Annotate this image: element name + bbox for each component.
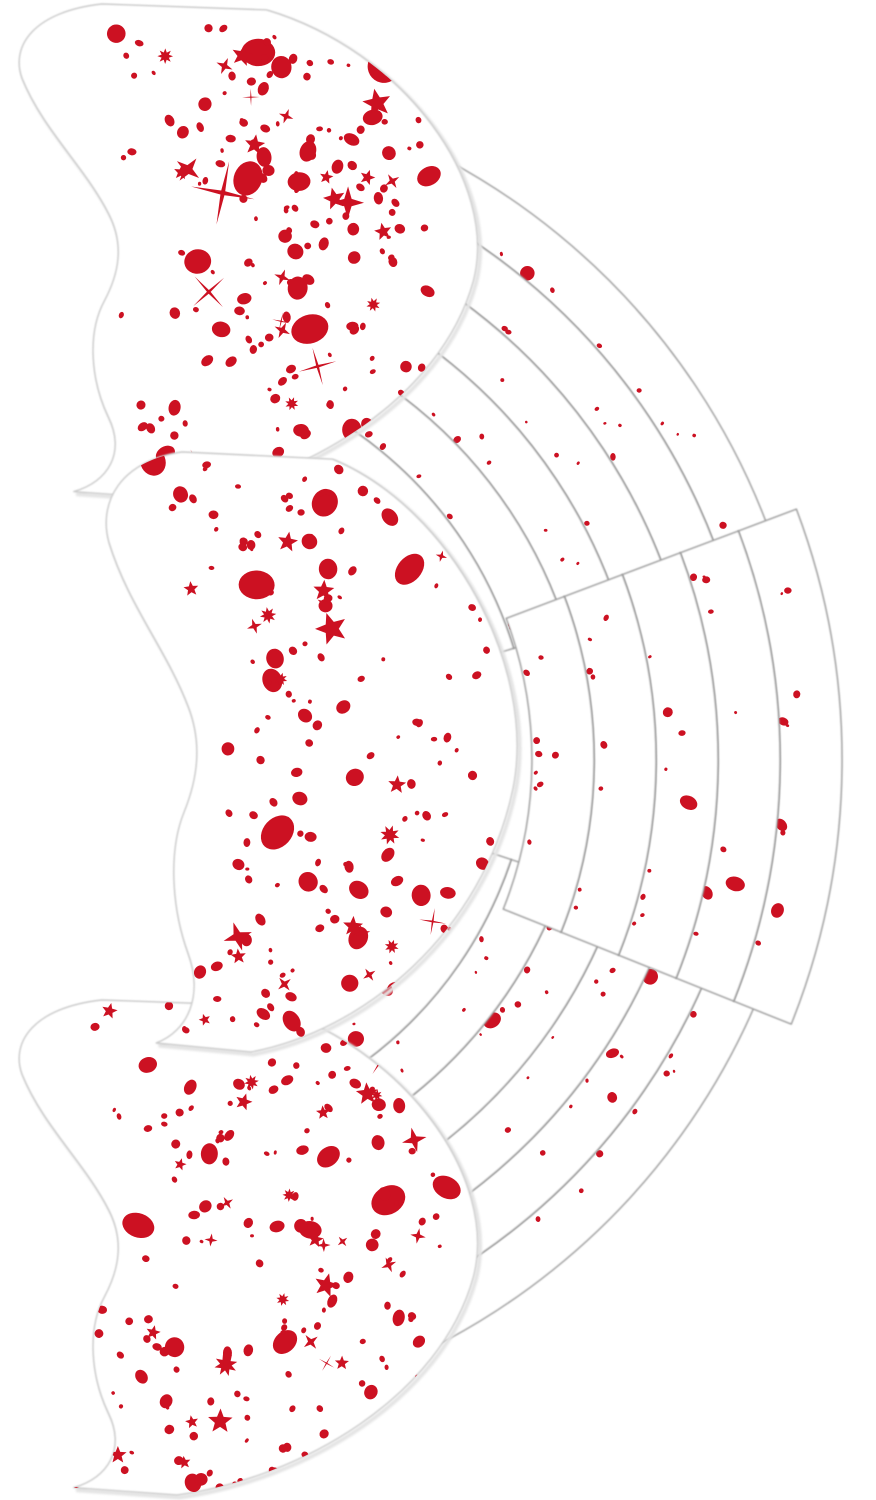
edge-print-sliver [689, 573, 745, 936]
edge-print-sliver [573, 614, 609, 910]
front-sheet-print [106, 4, 458, 499]
back-sheet [617, 552, 719, 979]
edge-print-sliver [632, 655, 698, 926]
edge-print-sliver [523, 655, 559, 845]
front-sheet [18, 3, 482, 504]
edge-print-sliver [755, 587, 801, 946]
back-sheet [502, 595, 595, 933]
